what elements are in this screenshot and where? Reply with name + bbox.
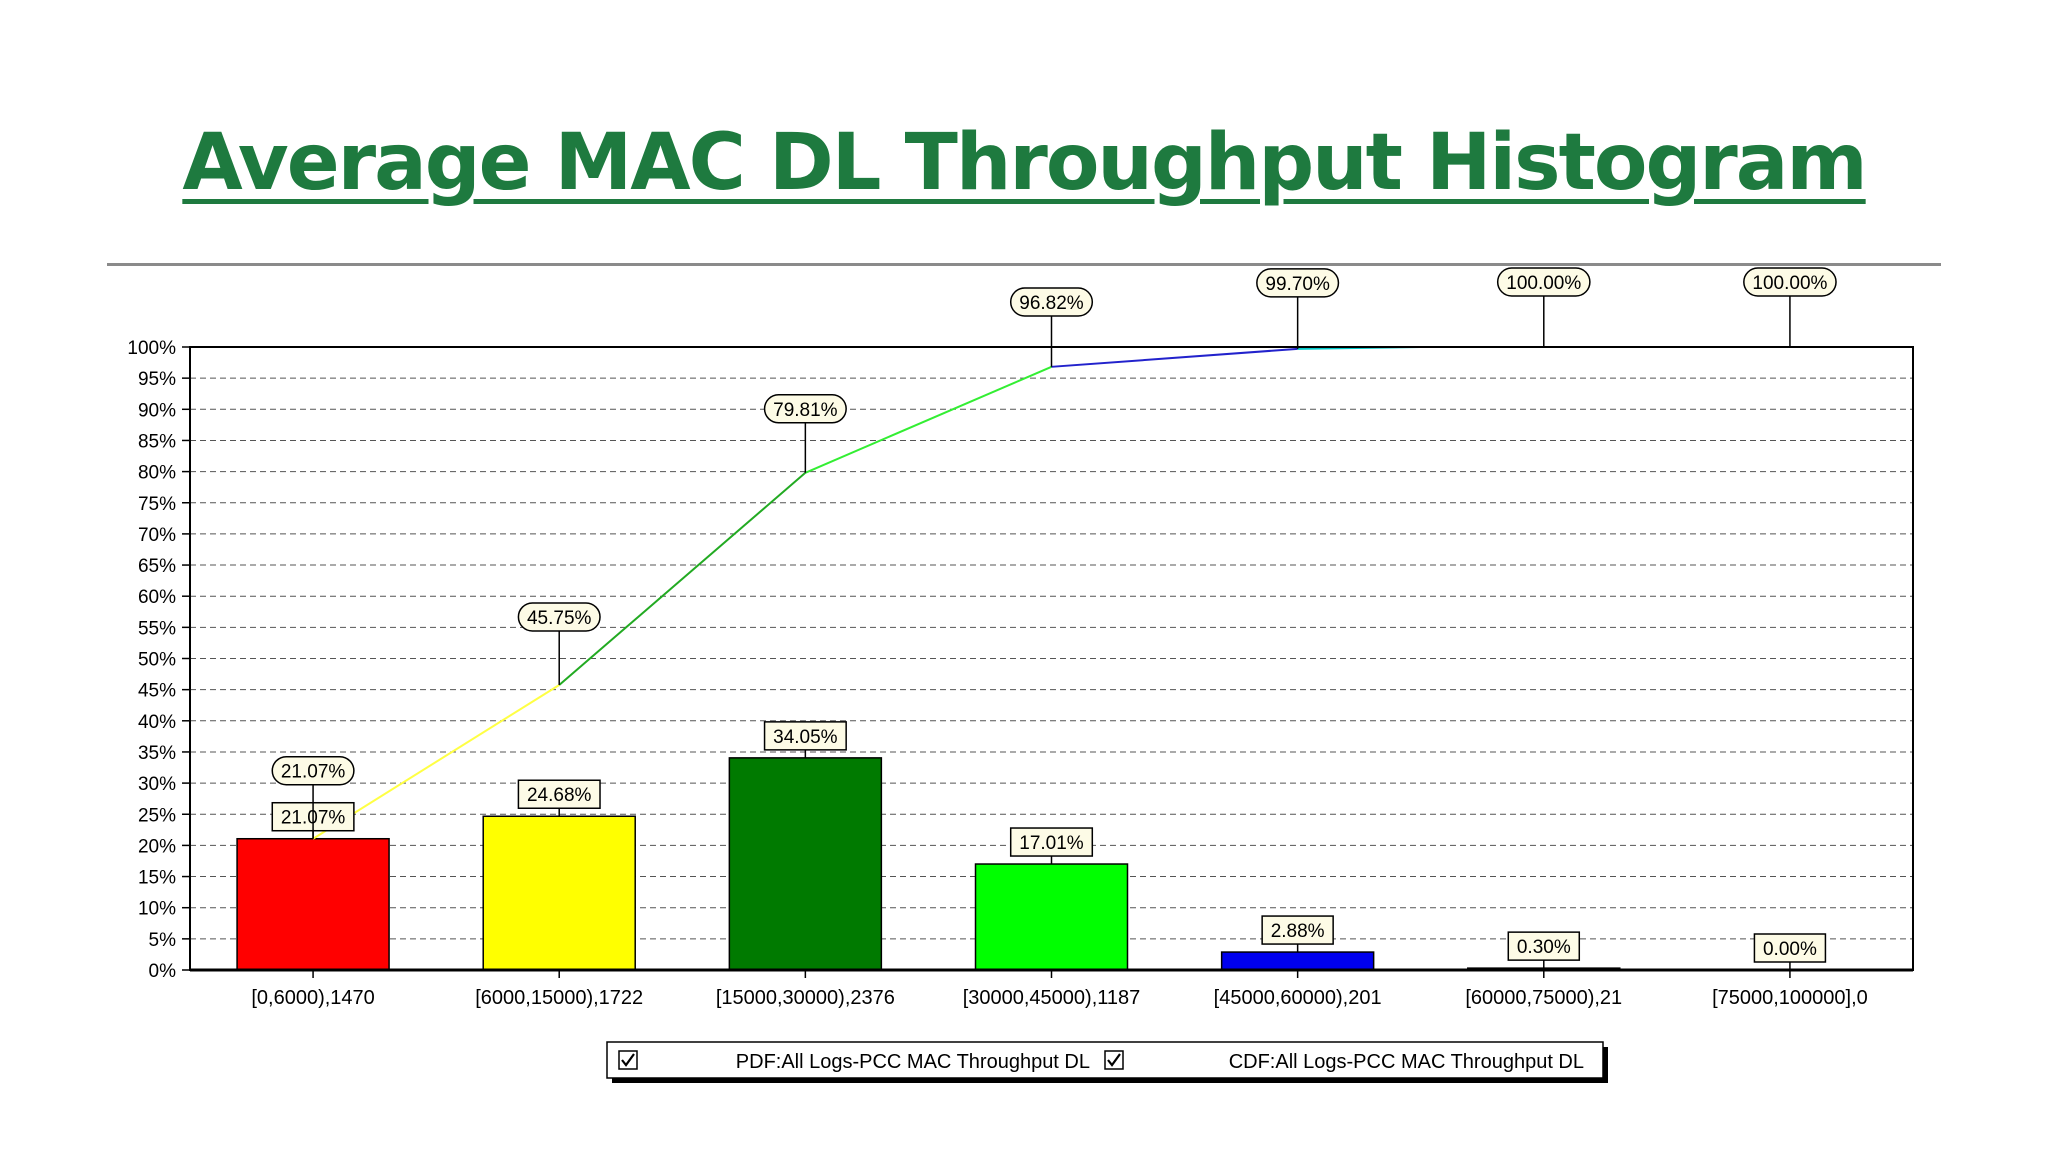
legend-cdf-checkbox[interactable] [1104,1050,1124,1070]
legend-pdf-checkbox[interactable] [618,1050,638,1070]
pdf-data-label-box [1009,827,1094,857]
pdf-data-label-box [517,779,601,809]
y-tick-label: 10% [138,899,176,920]
data-labels: 21.07%24.68%34.05%17.01%2.88%0.30% 0.00%2… [271,267,1837,970]
y-tick-label: 100% [127,338,176,359]
axes: 0% 5% 10% 15% 20% 25% 30% 35% 40% 45% 50% 55% 60% 65%… [127,338,1914,1009]
pdf-bar [728,757,883,971]
legend-cdf-label: CDF:All Logs-PCC MAC Throughput DL [1229,1051,1584,1073]
legend-box [606,1041,1604,1079]
y-tick-label: 30% [138,774,176,795]
cdf-data-label: 21.07% [281,762,346,783]
x-category-label: [75000,100000],0 [1712,987,1868,1009]
x-category-label: [0,6000),1470 [251,987,374,1009]
y-tick-label: 45% [138,681,176,702]
pdf-data-label: 24.68% [527,785,592,806]
cdf-data-label-box [1256,268,1340,298]
y-tick-label: 0% [149,961,177,982]
slide-title: Average MAC DL Throughput Histogram [182,118,1867,208]
pdf-data-label: 0.00% [1763,939,1817,960]
y-tick-label: 35% [138,743,176,764]
pdf-data-label-box [1261,915,1334,945]
pdf-data-label: 0.30% [1517,937,1571,958]
y-tick-label: 95% [138,369,176,390]
cdf-data-label-box [1743,267,1837,297]
y-tick-label: 70% [138,525,176,546]
pdf-data-label-box [1753,933,1827,963]
x-category-label: [30000,45000),1187 [963,987,1141,1009]
cdf-data-label-box [763,394,847,424]
cdf-data-label: 45.75% [527,608,592,629]
pdf-bar [482,815,636,971]
pdf-data-label-box [763,721,847,751]
cdf-data-label-box [1496,267,1591,297]
y-tick-label: 75% [138,494,176,515]
cdf-data-label: 96.82% [1019,293,1084,314]
pdf-bar [236,837,390,971]
pdf-bar [974,863,1129,971]
y-tick-label: 5% [149,930,177,951]
pdf-data-label: 34.05% [773,727,838,748]
pdf-bars [236,757,1621,971]
y-tick-label: 55% [138,618,176,639]
cdf-line-segment [1051,347,1298,368]
cdf-line-segment [804,365,1052,474]
y-tick-label: 90% [138,400,176,421]
legend-pdf-label: PDF:All Logs-PCC MAC Throughput DL [736,1051,1090,1073]
cdf-data-label-box [1009,287,1094,317]
legend: PDF:All Logs-PCC MAC Throughput DL CDF:Al… [606,1041,1608,1083]
pdf-data-label: 17.01% [1019,833,1084,854]
y-tick-label: 25% [138,805,176,826]
y-tick-label: 50% [138,650,176,671]
x-category-label: [45000,60000),201 [1214,987,1382,1009]
cdf-data-label: 100.00% [1752,273,1827,294]
cdf-data-label: 99.70% [1265,274,1330,295]
pdf-data-label: 2.88% [1271,921,1325,942]
x-category-label: [15000,30000),2376 [716,987,895,1009]
y-tick-label: 20% [138,836,176,857]
y-tick-label: 80% [138,463,176,484]
y-tick-label: 60% [138,587,176,608]
cdf-data-label: 79.81% [773,400,838,421]
pdf-bar [1220,951,1375,971]
y-tick-label: 65% [138,556,176,577]
check-icon [1107,1053,1121,1067]
check-icon [621,1053,635,1067]
cdf-data-label: 100.00% [1506,273,1581,294]
y-tick-label: 85% [138,431,176,452]
y-tick-label: 15% [138,868,176,889]
x-category-label: [60000,75000),21 [1465,987,1622,1009]
cdf-line-segment [558,472,807,686]
cdf-data-label-box [517,602,601,632]
y-tick-label: 40% [138,712,176,733]
title-divider [107,263,1941,266]
cdf-data-label-box [271,755,355,786]
pdf-data-label-box [1507,931,1581,961]
x-category-label: [6000,15000),1722 [475,987,643,1009]
